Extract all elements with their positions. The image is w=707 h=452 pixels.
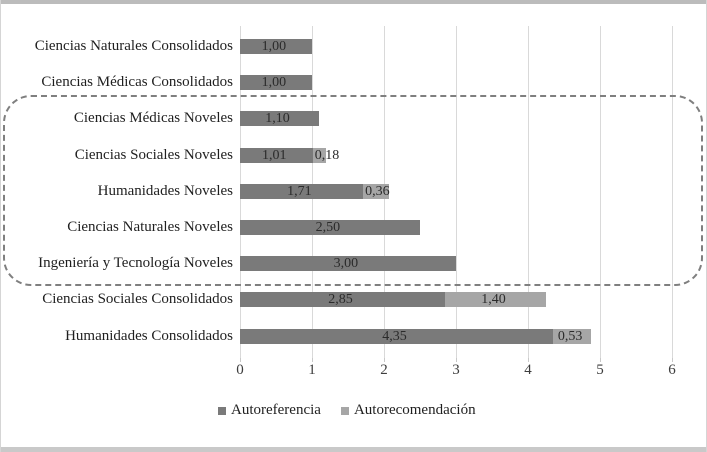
x-tick-label: 4 <box>524 362 532 378</box>
frame-top-edge <box>0 0 707 4</box>
value-label: 1,01 <box>261 147 287 163</box>
category-label: Ciencias Sociales Noveles <box>74 146 233 163</box>
value-label: 1,10 <box>265 111 290 127</box>
category-label: Ciencias Médicas Noveles <box>73 110 233 127</box>
axis-tick <box>672 358 673 362</box>
bar-segment-autorecomendacion <box>445 292 546 308</box>
bar-segment-autoreferencia <box>240 39 312 54</box>
legend-label-autoreferencia: Autoreferencia <box>231 402 321 418</box>
category-label: Ciencias Naturales Noveles <box>67 219 233 235</box>
gridline <box>528 26 529 358</box>
bar-segment-autorecomendacion <box>312 147 326 163</box>
axis-tick <box>456 358 457 362</box>
value-label: 2,50 <box>315 220 341 235</box>
category-label: Ingeniería y Tecnología Noveles <box>38 255 233 272</box>
bar-segment-autoreferencia <box>240 111 320 127</box>
bar-segment-autoreferencia <box>240 147 313 163</box>
category-label: Ciencias Sociales Consolidados <box>42 291 233 308</box>
value-label: 2,85 <box>328 292 353 308</box>
bar-segment-autorecomendacion <box>363 183 390 199</box>
value-label: 1,71 <box>287 183 312 199</box>
bar-segment-autoreferencia <box>240 183 364 199</box>
frame-bottom-edge <box>0 447 707 452</box>
value-label: 0,53 <box>557 328 583 344</box>
value-label: 1,00 <box>261 39 287 54</box>
bar-segment-autorecomendacion <box>553 328 592 344</box>
category-label: Humanidades Noveles <box>97 182 233 199</box>
legend-swatch-autoreferencia <box>218 406 226 415</box>
legend-swatch-autorecomendacion <box>340 406 349 415</box>
legend: Autoreferencia Autorecomendación <box>218 402 476 419</box>
axis-tick <box>384 358 385 362</box>
gridline <box>456 26 457 358</box>
bar-segment-autoreferencia <box>240 292 446 308</box>
axis-tick <box>528 358 529 362</box>
value-label: 0,18 <box>314 147 340 163</box>
value-label: 3,00 <box>333 256 359 272</box>
gridline <box>600 26 601 358</box>
value-label: 0,36 <box>365 183 390 199</box>
bar-segment-autoreferencia <box>240 220 420 235</box>
category-label: Ciencias Médicas Consolidados <box>41 74 233 91</box>
x-tick-label: 6 <box>668 362 676 378</box>
x-tick-label: 5 <box>596 362 604 378</box>
x-tick-label: 3 <box>452 362 460 378</box>
bar-segment-autoreferencia <box>240 75 312 91</box>
legend-item-autoreferencia: Autoreferencia <box>218 402 321 419</box>
legend-label-autorecomendacion: Autorecomendación <box>353 402 476 418</box>
noveles-group-annotation <box>3 95 703 287</box>
axis-tick <box>312 358 313 362</box>
value-label: 1,40 <box>481 292 506 308</box>
axis-tick <box>240 358 241 362</box>
x-tick-label: 0 <box>236 362 244 378</box>
bar-segment-autoreferencia <box>240 256 456 272</box>
category-label: Ciencias Naturales Consolidados <box>34 38 233 54</box>
value-label: 4,35 <box>382 328 407 344</box>
value-label: 1,00 <box>261 75 287 91</box>
gridline <box>672 26 673 358</box>
x-tick-label: 1 <box>308 362 316 378</box>
axis-tick <box>600 358 601 362</box>
legend-item-autorecomendacion: Autorecomendación <box>340 402 476 419</box>
frame-left-edge <box>0 0 1 452</box>
bar-segment-autoreferencia <box>240 328 554 344</box>
x-tick-label: 2 <box>380 362 388 378</box>
category-label: Humanidades Consolidados <box>65 327 233 344</box>
